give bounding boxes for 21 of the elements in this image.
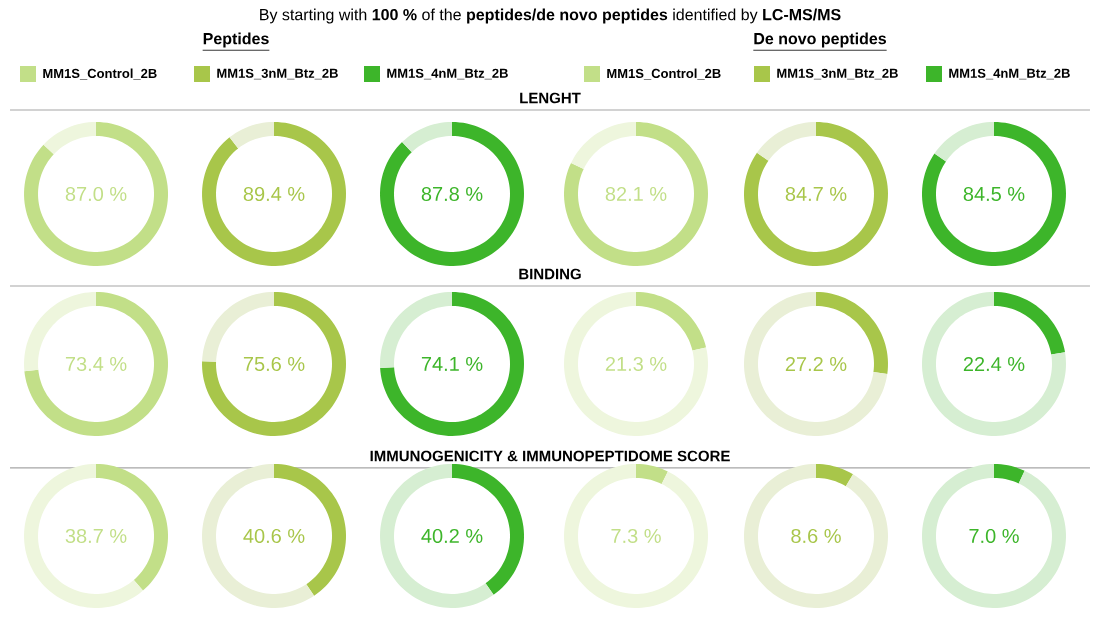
text: 27.2 % — [785, 356, 847, 372]
text: 73.4 % — [65, 356, 127, 372]
text: 87.0 % — [65, 186, 127, 202]
text: 7.3 % — [611, 528, 661, 544]
text: By starting with 100 % of the peptides/de novo peptides identified by LC-MS/MS — [260, 8, 841, 24]
text: 84.5 % — [963, 186, 1025, 202]
text: 22.4 % — [963, 356, 1025, 372]
text: 74.1 % — [421, 356, 483, 371]
text: 7.0 % — [969, 528, 1019, 544]
text: 40.2 % — [421, 528, 483, 544]
text: Peptides — [203, 32, 269, 48]
text: 75.6 % — [243, 356, 305, 372]
text: 84.7 % — [785, 186, 847, 202]
text: De novo peptides — [754, 32, 887, 48]
text: 89.4 % — [243, 186, 305, 202]
text: 8.6 % — [791, 528, 841, 544]
text: 82.1 % — [605, 186, 667, 202]
text: 21.3 % — [605, 356, 667, 372]
text: 87.8 % — [421, 186, 483, 202]
text: 40.6 % — [243, 528, 305, 544]
text: 38.7 % — [65, 528, 127, 544]
